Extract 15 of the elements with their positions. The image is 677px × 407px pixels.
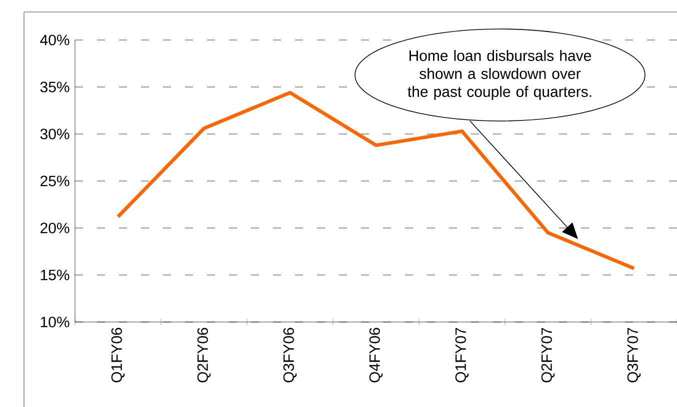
annotation: Home loan disbursals have shown a slowdown over the past couple of quarters. xyxy=(408,50,592,100)
y-tick-label: 30% xyxy=(40,128,70,140)
x-tick-label: Q2FY06 xyxy=(197,328,211,382)
x-tick-label: Q1FY07 xyxy=(455,328,469,382)
x-tick-label: Q2FY07 xyxy=(541,328,555,382)
y-tick-label: 35% xyxy=(40,82,70,92)
y-tick-label: 25% xyxy=(40,176,70,186)
x-tick-label: Q4FY06 xyxy=(369,328,383,382)
x-tick-label: Q1FY06 xyxy=(111,328,125,382)
x-tick-label: Q3FY07 xyxy=(627,328,641,382)
y-tick-label: 10% xyxy=(40,316,70,328)
x-tick-label: Q3FY06 xyxy=(283,328,297,382)
y-tick-label: 20% xyxy=(40,222,70,234)
y-tick-label: 40% xyxy=(40,34,70,46)
y-tick-label: 15% xyxy=(40,270,70,280)
